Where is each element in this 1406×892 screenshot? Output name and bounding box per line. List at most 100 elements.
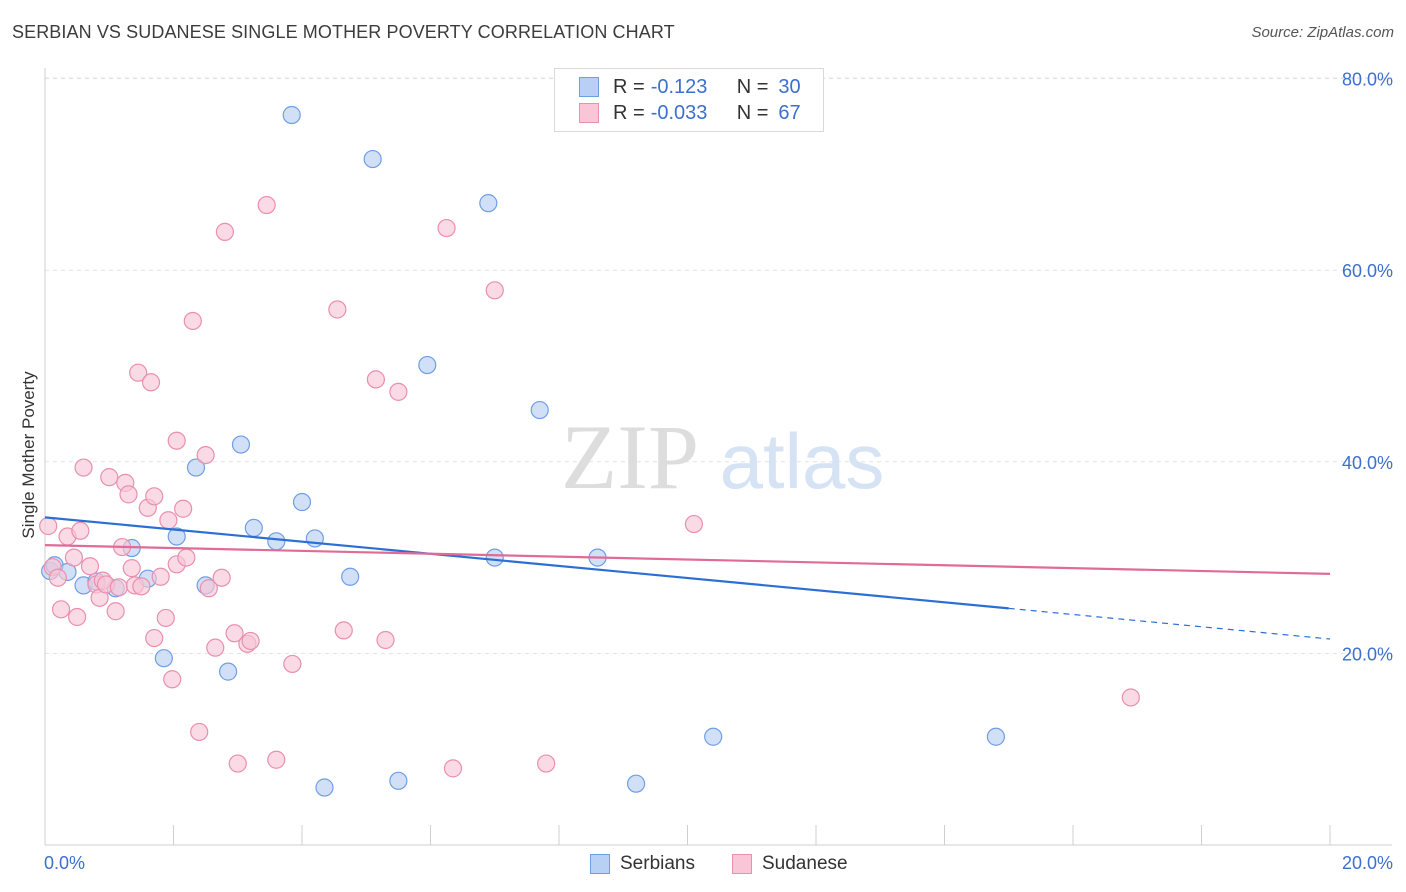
serbians-trend-line xyxy=(44,516,1009,610)
sudanese-point xyxy=(366,370,385,389)
sudanese-point xyxy=(537,754,556,773)
serbians-trend-extension xyxy=(1008,607,1331,640)
serbians-point xyxy=(363,149,382,169)
sudanese-point xyxy=(228,754,247,773)
sudanese-point xyxy=(334,621,353,640)
sudanese-point xyxy=(39,516,58,536)
sudanese-point xyxy=(132,577,151,596)
sudanese-point xyxy=(68,607,87,627)
serbians-legend-swatch xyxy=(590,854,610,874)
serbians-point xyxy=(167,527,186,546)
y-tick-label: 20.0% xyxy=(1342,644,1393,664)
sudanese-point xyxy=(328,300,347,319)
sudanese-point xyxy=(159,511,178,530)
r-label: R = xyxy=(613,101,645,124)
sudanese-point xyxy=(183,311,202,331)
sudanese-point xyxy=(215,222,234,241)
sudanese-point xyxy=(190,722,209,742)
sudanese-point xyxy=(129,363,148,382)
serbians-point xyxy=(231,435,251,454)
r-label: R = xyxy=(613,75,645,98)
serbians-point xyxy=(154,649,173,668)
y-axis-label: Single Mother Poverty xyxy=(19,371,38,539)
serbians-point xyxy=(418,355,437,375)
source-label: Source: ZipAtlas.com xyxy=(1251,24,1394,41)
sudanese-point xyxy=(151,567,170,586)
sudanese-trend-line xyxy=(44,544,1331,575)
serbians-r-value: -0.123 xyxy=(650,75,708,98)
n-label: N = xyxy=(736,101,769,124)
watermark-zip: ZIP xyxy=(561,406,699,508)
serbians-point xyxy=(530,400,549,420)
sudanese-point xyxy=(177,548,196,567)
serbians-point xyxy=(267,532,286,551)
sudanese-point xyxy=(48,568,67,587)
gridlines xyxy=(45,77,1392,654)
sudanese-point xyxy=(443,759,463,778)
sudanese-point xyxy=(51,600,71,619)
tick-labels: 20.0% 40.0% 60.0% 80.0% 0.0% 20.0% xyxy=(44,70,1393,873)
n-label: N = xyxy=(736,75,769,98)
sudanese-point xyxy=(225,624,244,643)
serbians-point xyxy=(341,567,360,586)
sudanese-point xyxy=(283,654,302,674)
sudanese-point xyxy=(212,568,231,587)
sudanese-point xyxy=(437,218,456,238)
chart-title: SERBIAN VS SUDANESE SINGLE MOTHER POVERT… xyxy=(12,22,675,42)
y-tick-label: 40.0% xyxy=(1342,453,1393,473)
sudanese-point xyxy=(257,195,276,215)
serbians-point xyxy=(244,518,263,538)
sudanese-point xyxy=(241,631,260,651)
sudanese-point xyxy=(684,514,704,534)
serbians-point xyxy=(315,778,334,797)
watermark: ZIP atlas xyxy=(561,406,884,508)
sudanese-point xyxy=(141,373,161,392)
legend-row-serbians: R = -0.123 N = 30 xyxy=(579,75,801,99)
sudanese-point xyxy=(71,521,90,540)
sudanese-point xyxy=(485,281,504,300)
sudanese-point xyxy=(74,458,93,477)
serbians-point xyxy=(282,105,301,125)
sudanese-point xyxy=(167,431,186,450)
sudanese-point xyxy=(196,445,215,465)
legend-row-sudanese: R = -0.033 N = 67 xyxy=(579,101,801,125)
sudanese-point xyxy=(106,602,125,621)
serbians-point xyxy=(292,492,312,512)
sudanese-point xyxy=(174,499,193,518)
sudanese-point xyxy=(80,557,100,576)
axes xyxy=(44,68,1392,846)
sudanese-swatch xyxy=(579,103,599,123)
sudanese-point xyxy=(199,579,218,598)
sudanese-point xyxy=(206,638,225,657)
correlation-legend: R = -0.123 N = 30 R = -0.033 N = 67 xyxy=(554,68,824,132)
bottom-legend-serbians: Serbians xyxy=(590,852,695,876)
sudanese-point xyxy=(389,382,408,401)
sudanese-legend-swatch xyxy=(732,854,752,874)
watermark-atlas: atlas xyxy=(720,417,885,505)
serbians-point xyxy=(626,774,646,793)
y-tick-label: 60.0% xyxy=(1342,261,1393,281)
serbians-point xyxy=(186,458,206,477)
sudanese-point xyxy=(122,559,141,578)
data-points xyxy=(39,105,1140,797)
y-tick-label: 80.0% xyxy=(1342,70,1393,90)
sudanese-n-value: 67 xyxy=(778,101,801,124)
sudanese-point xyxy=(376,630,395,650)
sudanese-point xyxy=(100,468,119,487)
sudanese-point xyxy=(64,548,84,567)
sudanese-point xyxy=(267,750,286,769)
serbians-point xyxy=(479,194,498,213)
sudanese-point xyxy=(156,608,175,628)
sudanese-point xyxy=(1121,688,1140,707)
sudanese-point xyxy=(109,578,128,597)
serbians-point xyxy=(986,727,1006,746)
serbians-legend-label: Serbians xyxy=(620,853,695,874)
serbians-point xyxy=(485,548,504,567)
serbians-point xyxy=(219,662,238,681)
sudanese-point xyxy=(119,485,138,504)
bottom-legend-sudanese: Sudanese xyxy=(732,852,848,876)
serbians-point xyxy=(704,727,723,746)
serbians-swatch xyxy=(579,77,599,97)
sudanese-legend-label: Sudanese xyxy=(762,853,848,874)
